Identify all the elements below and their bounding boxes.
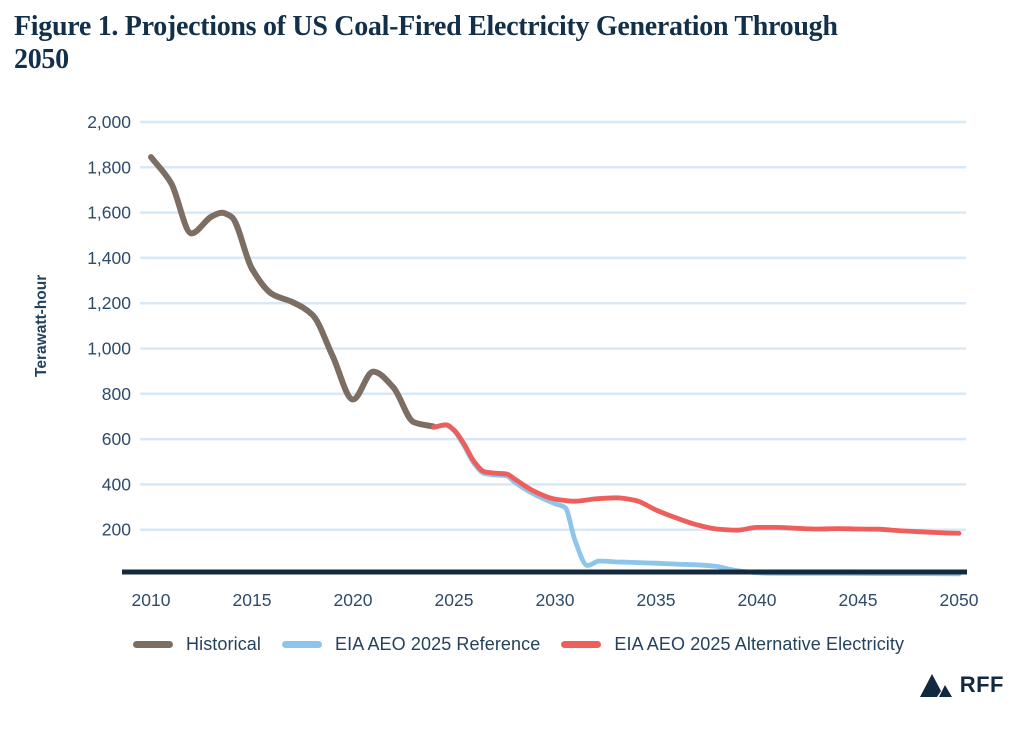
x-tick-label: 2025 — [435, 590, 474, 610]
coal-generation-line-chart: 200 400 600 800 1,000 1,200 1,400 1,600 1,800 2,0… — [33, 112, 979, 610]
legend-item-reference: EIA AEO 2025 Reference — [282, 634, 540, 655]
y-tick-label: 1,000 — [87, 339, 131, 359]
historical-line-swatch — [133, 641, 173, 648]
y-tick-label: 1,200 — [87, 293, 131, 313]
y-tick-label: 1,600 — [87, 203, 131, 223]
series-line-historical — [148, 154, 437, 430]
legend-label: Historical — [186, 634, 262, 654]
reference-line-swatch — [282, 641, 323, 648]
rff-logo-text: RFF — [959, 672, 1004, 697]
x-tick-label: 2040 — [738, 590, 777, 610]
x-tick-label: 2010 — [132, 590, 171, 610]
rff-branding: RFF — [0, 671, 1004, 699]
legend-label: EIA AEO 2025 Alternative Electricity — [614, 634, 905, 654]
legend-label: EIA AEO 2025 Reference — [335, 634, 541, 654]
y-tick-label: 600 — [102, 429, 131, 449]
x-tick-label: 2030 — [536, 590, 575, 610]
x-tick-label: 2045 — [839, 590, 878, 610]
legend-item-alternative: EIA AEO 2025 Alternative Electricity — [561, 634, 904, 655]
x-tick-label: 2035 — [637, 590, 676, 610]
y-tick-label: 200 — [102, 520, 131, 540]
y-tick-label: 800 — [102, 384, 131, 404]
x-tick-label: 2015 — [233, 590, 272, 610]
x-tick-label: 2050 — [940, 590, 979, 610]
y-tick-label: 2,000 — [87, 112, 131, 132]
legend-item-historical: Historical — [133, 634, 261, 655]
chart-legend: Historical EIA AEO 2025 Reference EIA AE… — [133, 634, 1024, 655]
alternative-line-swatch — [561, 641, 602, 648]
figure-title-line-1: Figure 1. Projections of US Coal-Fired E… — [14, 11, 838, 42]
x-tick-label: 2020 — [334, 590, 373, 610]
chart-area: 200 400 600 800 1,000 1,200 1,400 1,600 1,800 2,0… — [0, 106, 1024, 618]
figure-title: Figure 1. Projections of US Coal-Fired E… — [0, 0, 1024, 76]
y-tick-label: 1,800 — [87, 157, 131, 177]
series-line-eia-aeo-2025-reference — [431, 422, 962, 577]
y-tick-label: 1,400 — [87, 248, 131, 268]
rff-mountains-icon — [919, 674, 952, 697]
series-line-eia-aeo-2025-alternative-electricity — [431, 422, 962, 536]
figure-title-line-2: 2050 — [14, 44, 69, 75]
y-tick-label: 400 — [102, 474, 131, 494]
y-axis-title: Terawatt-hour — [33, 275, 50, 377]
